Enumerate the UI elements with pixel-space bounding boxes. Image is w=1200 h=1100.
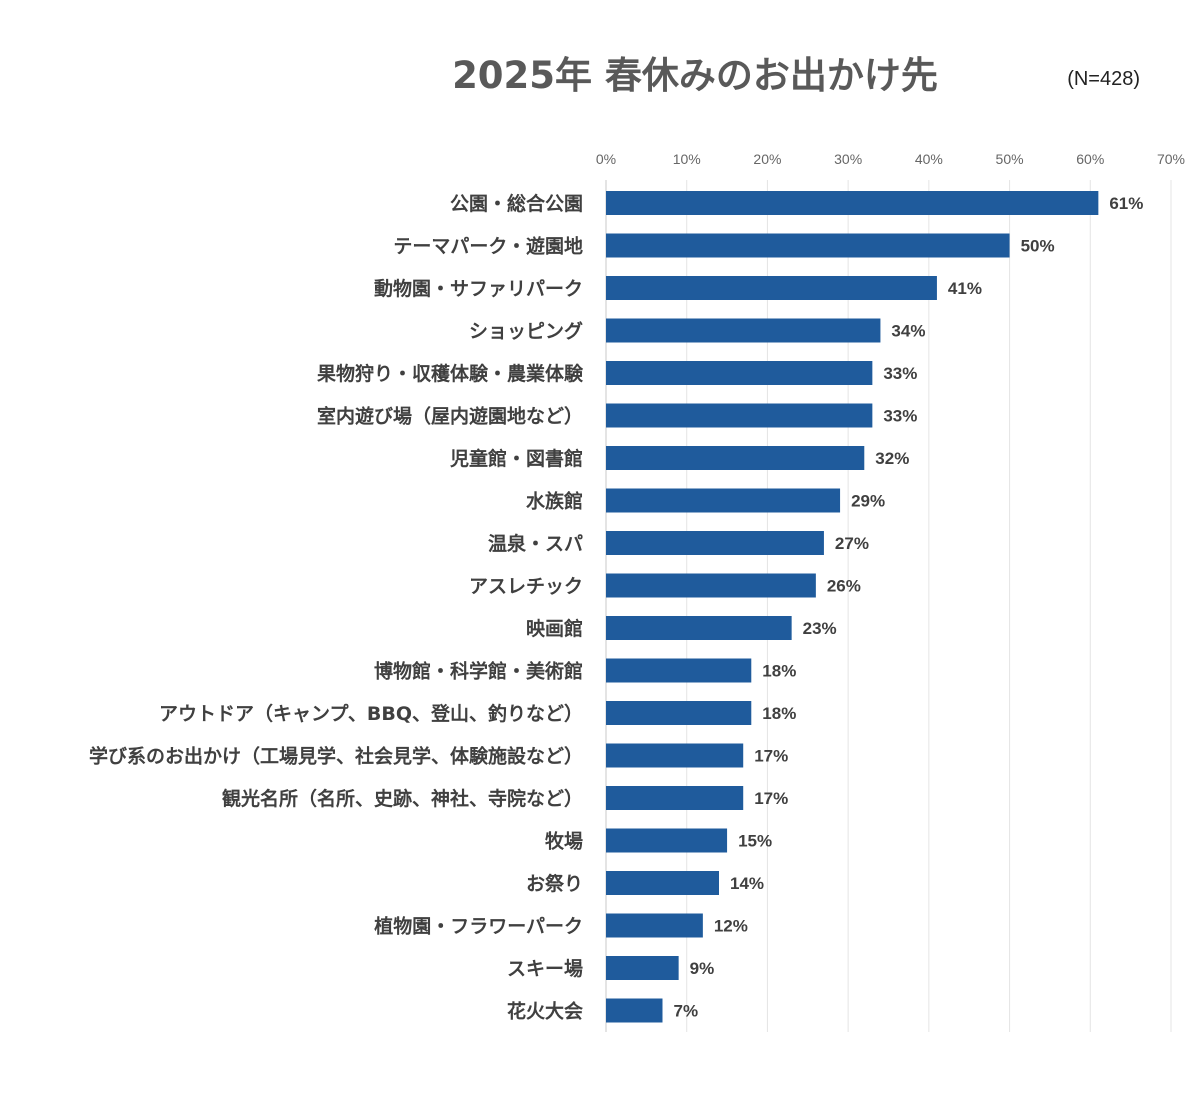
category-label: 牧場 <box>545 830 583 853</box>
category-label: 温泉・スパ <box>488 532 583 555</box>
x-tick-label: 30% <box>834 151 862 167</box>
x-axis-ticks: 0% 10% 20% 30% 40% 50% 60% 70% <box>596 151 1185 167</box>
category-label: 観光名所（名所、史跡、神社、寺院など） <box>222 787 583 810</box>
category-label: 学び系のお出かけ（工場見学、社会見学、体験施設など） <box>89 745 583 768</box>
x-tick-label: 60% <box>1076 151 1104 167</box>
category-label: お祭り <box>526 872 583 895</box>
category-label: ショッピング <box>469 320 583 343</box>
bars <box>606 191 1099 1023</box>
bar <box>606 361 873 385</box>
data-label: 15% <box>738 832 772 851</box>
data-label: 50% <box>1021 237 1055 256</box>
x-tick-label: 20% <box>753 151 781 167</box>
bar <box>606 658 752 683</box>
data-label: 27% <box>835 534 869 553</box>
bar <box>606 531 824 555</box>
bar <box>606 998 663 1023</box>
x-tick-label: 0% <box>596 151 616 167</box>
x-tick-label: 10% <box>673 151 701 167</box>
gridlines <box>605 180 1172 1032</box>
bar <box>606 488 841 513</box>
chart-title: 2025年 春休みのお出かけ先 <box>452 54 938 97</box>
data-label: 18% <box>762 704 796 723</box>
category-label: 公園・総合公園 <box>450 192 583 215</box>
category-label: 水族館 <box>526 490 583 513</box>
data-label: 26% <box>827 577 861 596</box>
bar <box>606 956 679 980</box>
x-tick-label: 50% <box>996 151 1024 167</box>
bar <box>606 871 719 895</box>
category-label: 動物園・サファリパーク <box>374 277 583 300</box>
category-label: テーマパーク・遊園地 <box>393 235 583 258</box>
category-label: スキー場 <box>507 958 583 980</box>
bar <box>606 616 792 640</box>
category-label: アウトドア（キャンプ、BBQ、登山、釣りなど） <box>159 702 583 725</box>
data-label: 32% <box>875 449 909 468</box>
value-labels: 61% 50% 41% 34% 33% 33% 32% 29% 27% 26% 23% 18% 18% 1… <box>674 194 1144 1021</box>
category-label: 果物狩り・収穫体験・農業体験 <box>316 362 584 385</box>
data-label: 41% <box>948 279 982 298</box>
data-label: 17% <box>754 789 788 808</box>
sample-size-label: (N=428) <box>1067 68 1140 90</box>
data-label: 14% <box>730 874 764 893</box>
bar <box>606 446 865 470</box>
x-tick-label: 70% <box>1157 151 1185 167</box>
data-label: 34% <box>891 322 925 341</box>
bar <box>606 743 744 768</box>
data-label: 23% <box>803 619 837 638</box>
category-label: 児童館・図書館 <box>449 447 583 470</box>
category-labels: 公園・総合公園テーマパーク・遊園地動物園・サファリパークショッピング果物狩り・収… <box>89 192 584 1023</box>
data-label: 12% <box>714 917 748 936</box>
bar <box>606 191 1099 215</box>
x-tick-label: 40% <box>915 151 943 167</box>
category-label: 博物館・科学館・美術館 <box>374 660 583 683</box>
category-label: 映画館 <box>526 617 583 640</box>
data-label: 33% <box>883 407 917 426</box>
category-label: 室内遊び場（屋内遊園地など） <box>317 405 583 428</box>
data-label: 61% <box>1109 194 1143 213</box>
bar <box>606 318 881 343</box>
category-label: 花火大会 <box>507 1000 583 1023</box>
bar <box>606 828 728 853</box>
data-label: 29% <box>851 492 885 511</box>
data-label: 17% <box>754 747 788 766</box>
data-label: 9% <box>690 959 715 978</box>
data-label: 18% <box>762 662 796 681</box>
bar <box>606 233 1010 258</box>
bar <box>606 403 873 428</box>
bar <box>606 276 937 300</box>
bar <box>606 573 816 598</box>
category-label: 植物園・フラワーパーク <box>374 915 583 938</box>
category-label: アスレチック <box>469 576 583 598</box>
data-label: 33% <box>883 364 917 383</box>
bar <box>606 913 703 938</box>
data-label: 7% <box>674 1002 699 1021</box>
bar <box>606 786 744 810</box>
bar <box>606 701 752 725</box>
